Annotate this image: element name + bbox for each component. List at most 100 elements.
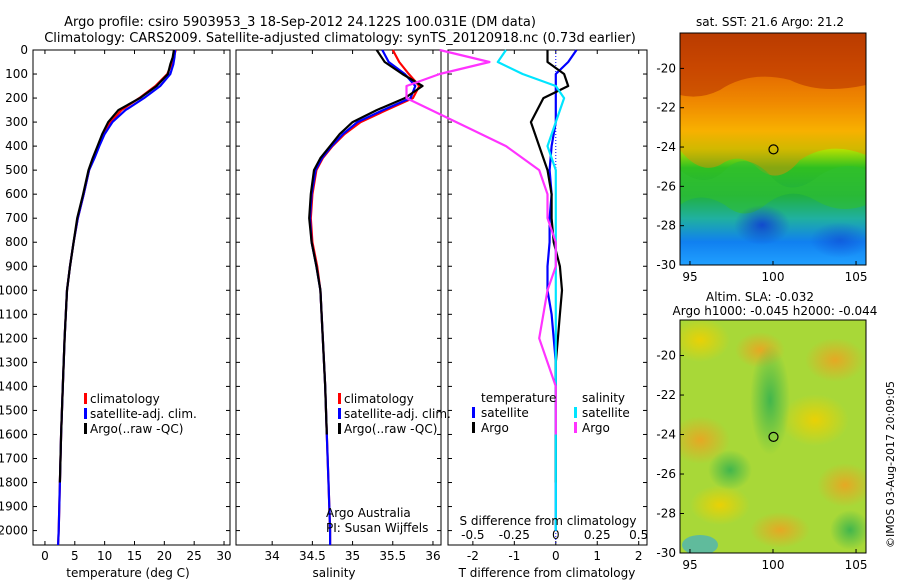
sst-map-axes: 95 100 105 -20 -22 -24 -26 -28 -30 <box>656 61 867 284</box>
map-y-tick-label: -22 <box>656 388 676 402</box>
salinity-axis-label: salinity <box>312 566 355 580</box>
depth-tick-label: 100 <box>5 67 28 81</box>
credit-line-1: Argo Australia <box>326 506 411 520</box>
salinity-diff-tick-label: -0.25 <box>499 528 530 542</box>
x-tick-label: 20 <box>157 549 172 563</box>
sla-low-1 <box>750 345 790 455</box>
x-tick-label: 0 <box>41 549 49 563</box>
legend-salinity-panel: climatology satellite-adj. clim. Argo(..… <box>338 392 451 436</box>
legend-label-argo: Argo(..raw -QC) <box>90 422 183 436</box>
sst-cold-eddy <box>734 205 790 245</box>
depth-tick-label: 1800 <box>0 476 28 490</box>
sla-map-title-line1: Altim. SLA: -0.032 <box>706 290 814 304</box>
legend-swatch-sal-satellite <box>574 407 577 418</box>
depth-tick-label: 600 <box>5 187 28 201</box>
legend-label-temp-satellite: satellite <box>481 406 529 420</box>
difference-panel-frame <box>447 49 648 546</box>
map-x-tick-label: 100 <box>762 270 785 284</box>
legend-label-temp-argo: Argo <box>481 421 509 435</box>
x-tick-label: 25 <box>187 549 202 563</box>
depth-tick-label: 800 <box>5 235 28 249</box>
sst-map-title: sat. SST: 21.6 Argo: 21.2 <box>696 15 844 29</box>
depth-tick-label: 1600 <box>0 427 28 441</box>
map-y-tick-label: -26 <box>656 179 676 193</box>
legend-difference-panel: temperature salinity satellite Argo sate… <box>472 391 630 435</box>
legend-label-sal-satellite: satellite <box>582 406 630 420</box>
legend-swatch-argo-2 <box>338 423 341 434</box>
figure-title-line1: Argo profile: csiro 5903953_3 18-Sep-201… <box>64 15 536 30</box>
figure-title-line2: Climatology: CARS2009. Satellite-adjuste… <box>44 31 636 46</box>
map-y-tick-label: -20 <box>656 61 676 75</box>
depth-tick-label: 1200 <box>0 331 28 345</box>
difference-panel: -2 -1 0 1 2 -0.5 -0.25 0 0.25 0.5 <box>405 48 648 563</box>
map-x-tick-label: 105 <box>845 270 868 284</box>
legend-swatch-sal-argo <box>574 422 577 433</box>
map-x-tick-label: 100 <box>762 558 785 572</box>
depth-tick-label: 300 <box>5 115 28 129</box>
sla-blob-4 <box>781 394 849 446</box>
sla-blob-7 <box>690 485 750 525</box>
map-x-tick-label: 95 <box>682 270 697 284</box>
depth-tick-label: 1400 <box>0 379 28 393</box>
depth-tick-label: 2000 <box>0 524 28 538</box>
sla-blob-1 <box>680 320 730 362</box>
depth-tick-label: 500 <box>5 163 28 177</box>
series-line-argo <box>58 49 175 483</box>
map-y-tick-label: -20 <box>656 349 676 363</box>
credit-line-2: PI: Susan Wijffels <box>326 521 428 535</box>
legend-label-satellite: satellite-adj. clim. <box>90 407 197 421</box>
sla-map-image <box>680 320 866 553</box>
sst-argo-marker <box>768 144 779 155</box>
sla-blob-6 <box>817 463 866 507</box>
legend-label-satellite-2: satellite-adj. clim. <box>344 407 451 421</box>
imos-watermark: ©IMOS 03-Aug-2017 20:09:05 <box>884 381 897 548</box>
legend-temperature-panel: climatology satellite-adj. clim. Argo(..… <box>84 392 197 436</box>
x-tick-label: 34 <box>265 549 280 563</box>
legend-label-climatology-2: climatology <box>344 392 414 406</box>
sst-green-band <box>680 161 866 214</box>
depth-tick-label: 1100 <box>0 307 28 321</box>
legend-swatch-temp-argo <box>472 422 475 433</box>
x-tick-label: 36 <box>425 549 440 563</box>
map-y-tick-label: -26 <box>656 467 676 481</box>
salinity-panel: 34 34.5 35 35.5 36 <box>236 49 441 563</box>
sst-hot-region <box>680 33 866 97</box>
sla-argo-marker <box>768 431 779 442</box>
x-tick-label: -2 <box>467 549 479 563</box>
temperature-panel-frame <box>32 49 231 546</box>
map-y-tick-label: -22 <box>656 101 676 115</box>
temperature-panel: 0 5 10 15 20 25 30 <box>33 49 232 563</box>
depth-tick-label: 200 <box>5 91 28 105</box>
series-line-argo <box>308 49 424 435</box>
depth-tick-label: 1900 <box>0 500 28 514</box>
legend-diff-col2-title: salinity <box>582 391 625 405</box>
sla-low-4 <box>682 535 718 553</box>
sla-low-3 <box>830 510 866 550</box>
depth-tick-label: 0 <box>20 43 28 57</box>
legend-swatch-argo <box>84 423 87 434</box>
depth-tick-label: 1500 <box>0 403 28 417</box>
x-tick-label: 10 <box>97 549 112 563</box>
depth-tick-label: 900 <box>5 259 28 273</box>
map-y-tick-label: -30 <box>656 546 676 560</box>
x-tick-label: 0 <box>552 549 560 563</box>
series-line-satellite-adj-clim- <box>57 49 177 546</box>
series-line-temperature-argo <box>529 50 570 483</box>
x-tick-label: 35 <box>345 549 360 563</box>
temperature-axis-label: temperature (deg C) <box>66 566 189 580</box>
sla-blob-5 <box>680 416 730 464</box>
map-y-tick-label: -24 <box>656 428 676 442</box>
legend-label-climatology: climatology <box>90 392 160 406</box>
series-line-satellite-adj-clim- <box>308 49 417 545</box>
sla-blob-3 <box>805 338 865 382</box>
legend-swatch-climatology <box>84 393 87 404</box>
legend-swatch-satellite-2 <box>338 408 341 419</box>
x-tick-label: 35.5 <box>379 549 406 563</box>
depth-tick-label: 1000 <box>0 283 28 297</box>
x-tick-label: 5 <box>71 549 79 563</box>
sla-map-title-line2: Argo h1000: -0.045 h2000: -0.044 <box>673 304 878 318</box>
salinity-diff-tick-label: -0.5 <box>461 528 484 542</box>
difference-axis-label: T difference from climatology <box>458 566 636 580</box>
depth-tick-label: 700 <box>5 211 28 225</box>
